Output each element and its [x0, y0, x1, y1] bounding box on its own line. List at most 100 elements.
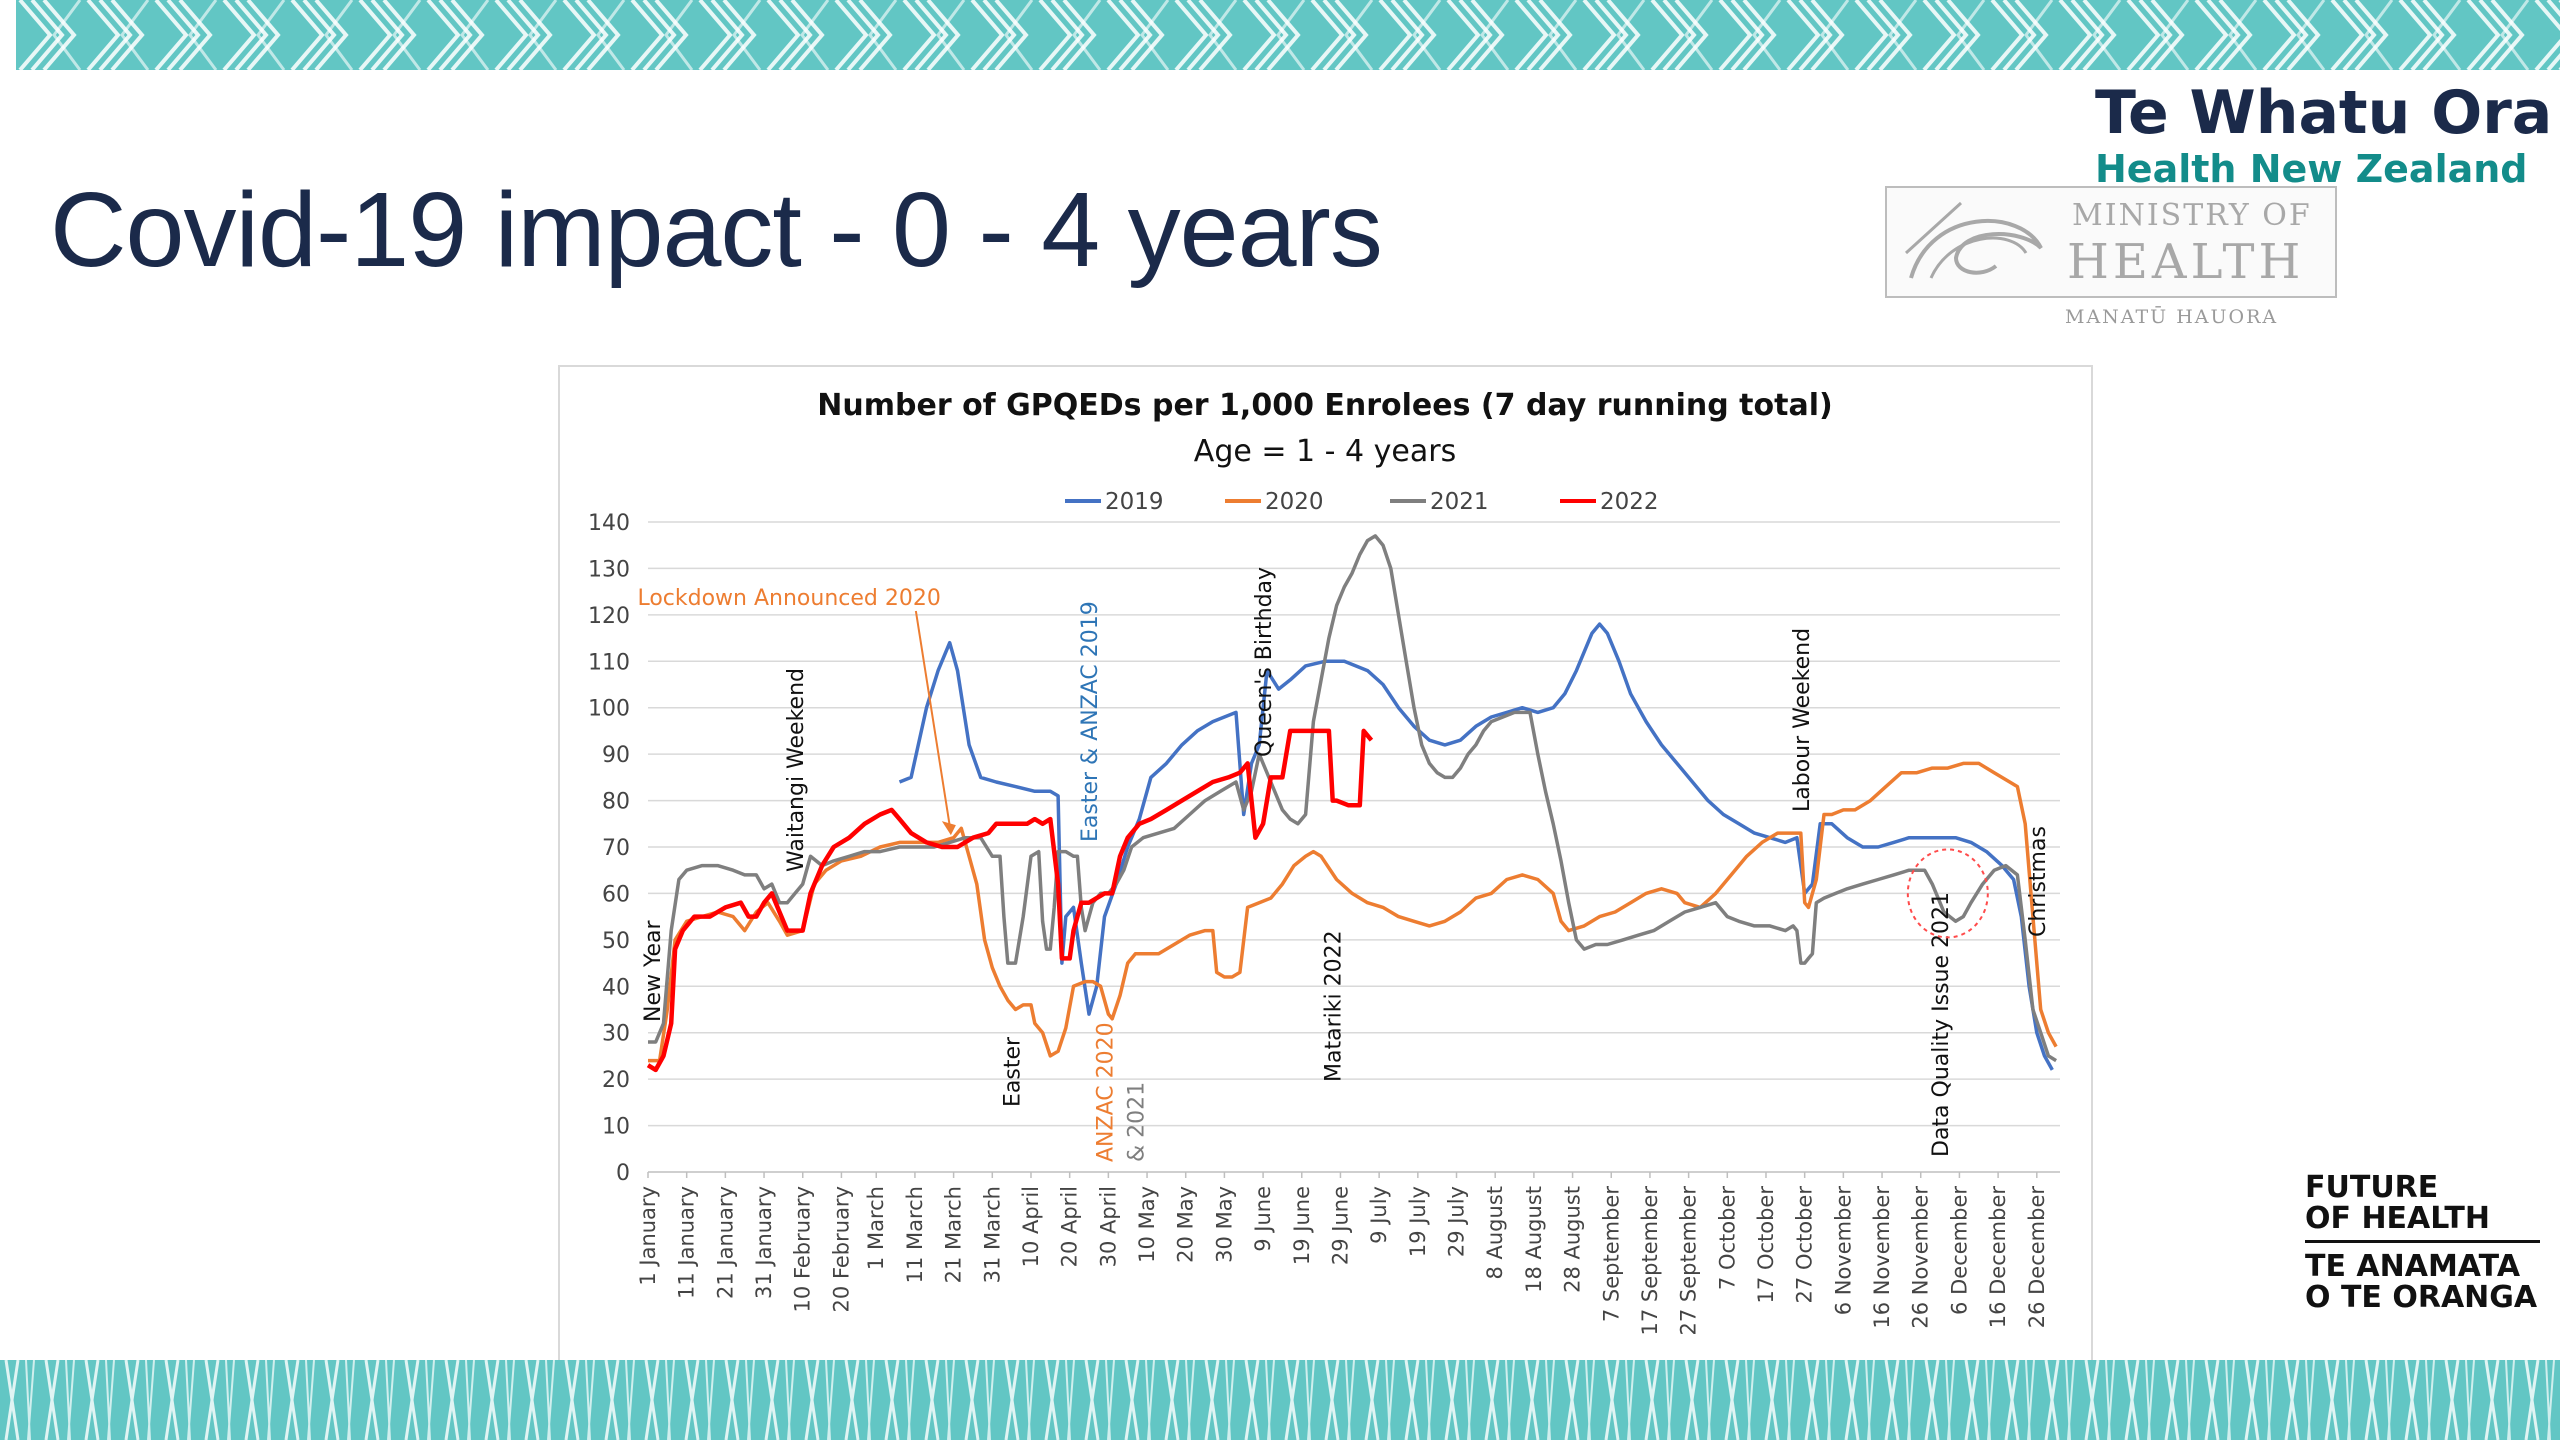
y-tick-label: 0	[616, 1161, 630, 1186]
annotation-label: Lockdown Announced 2020	[637, 586, 940, 611]
y-tick-label: 80	[602, 790, 630, 815]
y-tick-label: 20	[602, 1068, 630, 1093]
x-tick-label: 29 June	[1328, 1186, 1352, 1265]
te-whatu-ora-logo: Te Whatu Ora Health New Zealand	[2095, 78, 2555, 190]
annotation-arrowhead	[941, 821, 956, 836]
x-tick-label: 20 May	[1174, 1186, 1198, 1263]
koru-emblem-icon	[1904, 201, 2043, 279]
annotation-label: Waitangi Weekend	[784, 668, 809, 872]
series-line-2020	[648, 761, 2058, 1063]
x-tick-label: 31 January	[752, 1186, 776, 1299]
x-axis-ticks: 1 January 11 January 21 January 31 January 1…	[636, 1172, 2049, 1335]
y-tick-label: 30	[602, 1022, 630, 1047]
annotation-label: Labour Weekend	[1790, 628, 1815, 812]
annotation-label: Data Quality Issue 2021	[1929, 892, 1954, 1157]
annotation-label: New Year	[641, 919, 666, 1022]
y-tick-label: 90	[602, 743, 630, 768]
chevron-pattern-icon	[16, 0, 2560, 70]
y-tick-label: 50	[602, 929, 630, 954]
x-tick-label: 17 October	[1754, 1186, 1778, 1304]
x-tick-label: 18 August	[1522, 1186, 1546, 1293]
x-tick-label: 20 April	[1058, 1186, 1082, 1267]
legend-label-2022: 2022	[1600, 489, 1659, 515]
x-tick-label: 19 June	[1290, 1186, 1314, 1265]
x-tick-label: 19 July	[1406, 1186, 1430, 1257]
moh-health: HEALTH	[2067, 234, 2305, 290]
y-tick-label: 100	[588, 697, 630, 722]
moh-manatu-hauora: MANATŪ HAUORA	[2065, 306, 2279, 328]
legend-label-2020: 2020	[1265, 489, 1324, 515]
series-line-2019	[898, 622, 2054, 1071]
y-axis-ticks: 0 10 20 30 40 50 60 70 80 90 100 110 120 130 140	[588, 511, 630, 1186]
x-tick-label: 26 December	[2025, 1186, 2049, 1329]
x-tick-label: 1 January	[636, 1186, 660, 1286]
x-tick-label: 10 February	[791, 1186, 815, 1312]
x-tick-label: 27 October	[1793, 1186, 1817, 1304]
annotation-label: ANZAC 2020	[1093, 1022, 1118, 1162]
x-tick-label: 21 March	[942, 1186, 966, 1283]
x-tick-label: 1 March	[864, 1186, 888, 1270]
y-tick-label: 40	[602, 975, 630, 1000]
moh-ministry-of: MINISTRY OF	[2072, 198, 2312, 233]
annotation-label: Matariki 2022	[1322, 930, 1347, 1082]
decorative-bottom-band	[0, 1360, 2560, 1440]
te-whatu-ora-name: Te Whatu Ora	[2095, 78, 2553, 148]
x-tick-label: 9 July	[1367, 1186, 1391, 1244]
legend-label-2019: 2019	[1105, 489, 1164, 515]
x-tick-label: 7 October	[1715, 1186, 1739, 1290]
foh-line-2: OF HEALTH	[2305, 1201, 2490, 1236]
slide-title: Covid-19 impact - 0 - 4 years	[50, 171, 1383, 289]
x-tick-label: 11 January	[675, 1186, 699, 1299]
legend-label-2021: 2021	[1430, 489, 1489, 515]
chart-gridlines	[648, 521, 2060, 1173]
y-tick-label: 140	[588, 511, 630, 536]
x-tick-label: 16 November	[1870, 1186, 1894, 1329]
future-of-health-logo: FUTURE OF HEALTH TE ANAMATA O TE ORANGA	[2305, 1172, 2540, 1313]
y-tick-label: 130	[588, 557, 630, 582]
x-tick-label: 27 September	[1677, 1186, 1701, 1336]
y-tick-label: 60	[602, 882, 630, 907]
y-tick-label: 70	[602, 836, 630, 861]
x-tick-label: 6 December	[1947, 1186, 1971, 1315]
series-line-2022	[646, 728, 1374, 1073]
x-tick-label: 20 February	[829, 1186, 853, 1312]
foh-divider	[2305, 1240, 2540, 1243]
y-tick-label: 10	[602, 1115, 630, 1140]
foh-line-3: TE ANAMATA	[2305, 1249, 2521, 1284]
annotation-arrow	[914, 610, 952, 834]
x-tick-label: 30 April	[1096, 1186, 1120, 1267]
chart-legend: 2019 2020 2021 2022	[1065, 489, 1659, 515]
y-tick-label: 110	[588, 650, 630, 675]
x-tick-label: 16 December	[1986, 1186, 2010, 1329]
chart-annotations: New Year Waitangi Weekend Lockdown Announc…	[637, 567, 2050, 1162]
line-chart: Number of GPQEDs per 1,000 Enrolees (7 d…	[588, 388, 2060, 1335]
annotation-label: Easter	[1001, 1036, 1026, 1107]
annotation-label: Queen's Birthday	[1252, 567, 1277, 757]
x-tick-label: 11 March	[903, 1186, 927, 1283]
woven-pattern-icon	[0, 1360, 2560, 1440]
x-tick-label: 26 November	[1909, 1186, 1933, 1329]
health-nz-subtitle: Health New Zealand	[2095, 147, 2528, 191]
x-tick-label: 30 May	[1212, 1186, 1236, 1263]
chart-container: Number of GPQEDs per 1,000 Enrolees (7 d…	[558, 365, 2093, 1365]
x-tick-label: 31 March	[980, 1186, 1004, 1283]
x-tick-label: 8 August	[1483, 1186, 1507, 1280]
foh-line-1: FUTURE	[2305, 1170, 2439, 1205]
chart-title: Number of GPQEDs per 1,000 Enrolees (7 d…	[817, 388, 1832, 423]
x-tick-label: 29 July	[1445, 1186, 1469, 1257]
x-tick-label: 21 January	[713, 1186, 737, 1299]
annotation-label: Christmas	[2026, 826, 2051, 937]
x-tick-label: 17 September	[1638, 1186, 1662, 1336]
x-tick-label: 6 November	[1831, 1186, 1855, 1316]
foh-line-4: O TE ORANGA	[2305, 1280, 2538, 1315]
y-tick-label: 120	[588, 604, 630, 629]
chart-subtitle: Age = 1 - 4 years	[1194, 434, 1456, 469]
series-line-2021	[648, 534, 2058, 1063]
annotation-label: Easter & ANZAC 2019	[1078, 601, 1103, 842]
data-quality-highlight-circle	[1906, 848, 1989, 939]
x-tick-label: 9 June	[1251, 1186, 1275, 1252]
annotation-label: & 2021	[1124, 1082, 1149, 1162]
decorative-top-band	[16, 0, 2560, 70]
x-tick-label: 28 August	[1561, 1186, 1585, 1293]
x-tick-label: 10 April	[1019, 1186, 1043, 1267]
